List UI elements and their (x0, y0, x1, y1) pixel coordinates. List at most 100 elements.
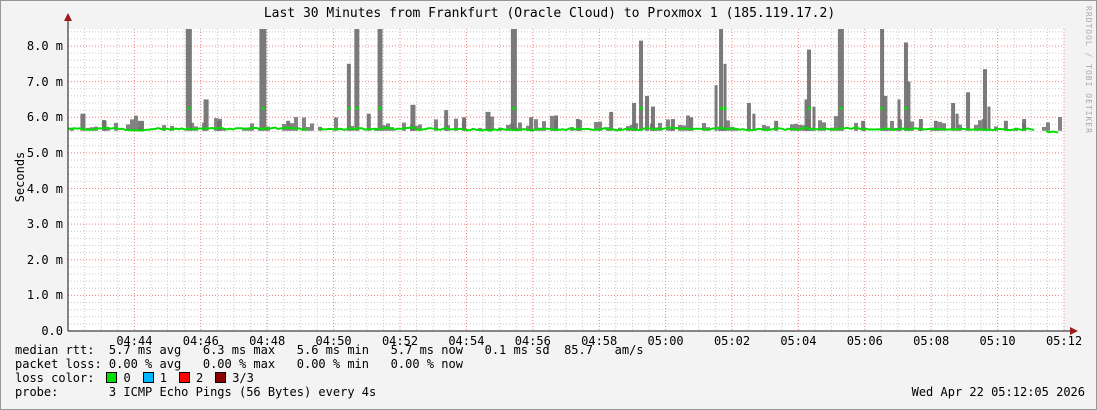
smoke-spike (138, 120, 145, 131)
y-axis-label: Seconds (13, 151, 27, 203)
x-tick-label: 04:48 (249, 334, 286, 348)
smoke-spike (955, 113, 959, 131)
smoke-spike (861, 120, 866, 131)
x-tick-label: 05:08 (913, 334, 950, 348)
smoke-spike (346, 63, 351, 131)
legend-loss-color: loss color: 0 1 2 3/3 (15, 372, 254, 385)
y-tick-label: 0.0 (41, 324, 63, 338)
smoke-spike (987, 106, 991, 131)
smoke-spike (723, 63, 727, 131)
x-tick-label: 04:52 (381, 334, 419, 348)
smoke-spike (645, 95, 650, 131)
smoke-spike (907, 81, 911, 131)
smoke-spike (444, 110, 449, 131)
x-tick-label: 05:04 (780, 334, 817, 348)
smoke-spike (670, 119, 675, 131)
smoke-spike (774, 120, 779, 131)
y-axis-arrow (64, 13, 72, 21)
smoke-spike (752, 113, 756, 131)
smoke-spike (982, 69, 987, 131)
smoke-spike (575, 119, 580, 131)
y-tick-label: 7.0 m (26, 74, 63, 89)
smoke-spike (102, 120, 107, 131)
median-line (67, 126, 309, 132)
loss-color-swatch (142, 372, 154, 383)
rrdtool-signature: RRDTOOL / TOBI OETIKER (1084, 6, 1093, 134)
smoke-spike (714, 85, 718, 131)
smoke-spike (366, 113, 371, 131)
smoke-spike (804, 99, 808, 131)
smoke-spike (951, 103, 956, 131)
loss-color-swatch (215, 372, 227, 383)
smoke-spike (807, 49, 812, 131)
y-tick-label: 6.0 m (26, 110, 63, 125)
graph-timestamp: Wed Apr 22 05:12:05 2026 (911, 385, 1085, 399)
smoke-spike (903, 42, 908, 131)
y-tick-label: 1.0 m (26, 288, 63, 303)
smoke-spike (377, 29, 383, 131)
y-tick-label: 2.0 m (26, 252, 63, 267)
smoke-spike (897, 99, 901, 131)
loss-color-value: 3/3 (232, 371, 254, 385)
chart-title: Last 30 Minutes from Frankfurt (Oracle C… (263, 6, 836, 21)
x-tick-label: 04:58 (581, 334, 618, 348)
smoke-spike (689, 117, 694, 131)
smoke-spike (966, 92, 971, 131)
smoke-spike (883, 95, 888, 131)
loss-color-label: loss color: (15, 371, 95, 385)
x-tick-label: 05:02 (713, 334, 751, 348)
x-tick-label: 05:12 (1045, 334, 1083, 348)
smoke-spike (529, 117, 534, 131)
x-tick-label: 05:00 (647, 334, 684, 348)
y-tick-label: 4.0 m (26, 181, 63, 196)
x-tick-label: 04:44 (116, 334, 153, 348)
smoke-spike (462, 117, 467, 131)
loss-color-value: 1 (159, 371, 167, 385)
y-tick-label: 8.0 m (26, 39, 63, 53)
smoke-spike (1003, 120, 1008, 131)
x-axis-arrow (1070, 327, 1078, 335)
smoke-spike (510, 29, 517, 131)
loss-color-value: 2 (195, 371, 204, 385)
smoke-spike (217, 120, 222, 131)
median-line (1045, 130, 1059, 134)
smoke-spike (639, 40, 644, 131)
loss-color-swatch (178, 372, 190, 383)
smoke-spike (880, 29, 885, 131)
loss-color-items: 0 1 2 3/3 (94, 371, 254, 385)
legend-median-rtt: median rtt: 5.7 ms avg 6.3 ms max 5.6 ms… (15, 343, 644, 357)
smoke-spike (203, 99, 209, 131)
y-tick-label: 5.0 m (26, 145, 63, 160)
smoke-spike (259, 29, 267, 131)
smoke-spike (719, 29, 724, 131)
smoke-spike (80, 113, 86, 131)
smoke-spike (354, 29, 360, 131)
x-tick-label: 04:54 (448, 334, 485, 348)
smoke-spike (837, 29, 844, 131)
y-tick-label: 3.0 m (26, 217, 63, 232)
smoke-spike (632, 103, 637, 131)
smoke-spike (918, 119, 923, 131)
median-line (319, 126, 1035, 132)
x-tick-label: 05:10 (979, 334, 1016, 348)
smoke-spike (650, 106, 655, 131)
smoke-spike (286, 120, 291, 131)
loss-color-value: 0 (123, 371, 131, 385)
smoke-spike (746, 103, 751, 131)
x-tick-label: 04:46 (182, 334, 219, 348)
smoke-spike (812, 106, 816, 131)
smoke-spike (933, 120, 938, 131)
x-tick-label: 05:06 (846, 334, 883, 348)
smoke-spike (1022, 119, 1027, 131)
legend-packet-loss: packet loss: 0.00 % avg 0.00 % max 0.00 … (15, 357, 463, 371)
smoke-spike (410, 104, 416, 131)
legend-probe: probe: 3 ICMP Echo Pings (56 Bytes) ever… (15, 385, 377, 399)
smoke-spike (185, 29, 192, 131)
x-tick-label: 04:56 (514, 334, 551, 348)
x-tick-label: 04:50 (315, 334, 352, 348)
smoke-spike (609, 111, 614, 131)
smoke-spike (485, 111, 491, 131)
smoke-spike (554, 115, 559, 131)
